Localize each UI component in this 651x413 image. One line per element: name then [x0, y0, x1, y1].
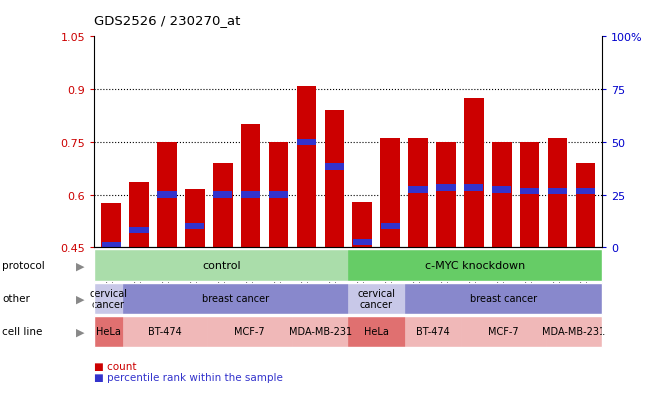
Bar: [102, 243, 120, 249]
Bar: [436, 142, 456, 248]
Bar: [213, 164, 232, 248]
Bar: [158, 192, 176, 198]
Bar: [408, 187, 428, 193]
Text: MCF-7: MCF-7: [488, 327, 519, 337]
Bar: [548, 188, 567, 195]
Bar: [269, 192, 288, 198]
Bar: [436, 185, 456, 191]
Text: BT-474: BT-474: [416, 327, 450, 337]
Bar: [297, 86, 316, 248]
Bar: [492, 187, 511, 193]
Bar: [464, 99, 484, 248]
Bar: [325, 164, 344, 170]
Bar: [241, 192, 260, 198]
Bar: [575, 164, 595, 248]
Bar: [381, 223, 400, 230]
Text: ▶: ▶: [76, 327, 85, 337]
Bar: [353, 240, 372, 246]
Bar: [547, 139, 567, 248]
Text: ■ percentile rank within the sample: ■ percentile rank within the sample: [94, 373, 283, 382]
Text: ▶: ▶: [76, 294, 85, 304]
Text: other: other: [2, 294, 30, 304]
Text: cell line: cell line: [2, 327, 42, 337]
Bar: [408, 139, 428, 248]
Bar: [520, 142, 540, 248]
Text: control: control: [202, 261, 241, 271]
Bar: [576, 188, 595, 195]
Bar: [186, 223, 204, 230]
Text: cervical
cancer: cervical cancer: [89, 288, 128, 309]
Text: cervical
cancer: cervical cancer: [357, 288, 396, 309]
Text: HeLa: HeLa: [364, 327, 389, 337]
Bar: [102, 204, 121, 248]
Bar: [213, 192, 232, 198]
Text: MDA-MB-231: MDA-MB-231: [288, 327, 352, 337]
Text: protocol: protocol: [2, 261, 45, 271]
Bar: [185, 190, 204, 248]
Text: MDA-MB-231: MDA-MB-231: [542, 327, 605, 337]
Bar: [157, 142, 176, 248]
Bar: [380, 139, 400, 248]
Bar: [297, 139, 316, 146]
Text: ▶: ▶: [76, 261, 85, 271]
Text: GDS2526 / 230270_at: GDS2526 / 230270_at: [94, 14, 241, 27]
Bar: [130, 183, 149, 248]
Text: breast cancer: breast cancer: [202, 294, 269, 304]
Bar: [352, 202, 372, 248]
Text: ■ count: ■ count: [94, 361, 137, 371]
Bar: [241, 125, 260, 248]
Text: breast cancer: breast cancer: [470, 294, 537, 304]
Bar: [492, 142, 512, 248]
Bar: [464, 185, 484, 191]
Text: BT-474: BT-474: [148, 327, 182, 337]
Bar: [269, 142, 288, 248]
Text: HeLa: HeLa: [96, 327, 121, 337]
Bar: [520, 188, 539, 195]
Bar: [130, 227, 148, 233]
Text: c-MYC knockdown: c-MYC knockdown: [425, 261, 525, 271]
Bar: [325, 111, 344, 248]
Text: MCF-7: MCF-7: [234, 327, 265, 337]
